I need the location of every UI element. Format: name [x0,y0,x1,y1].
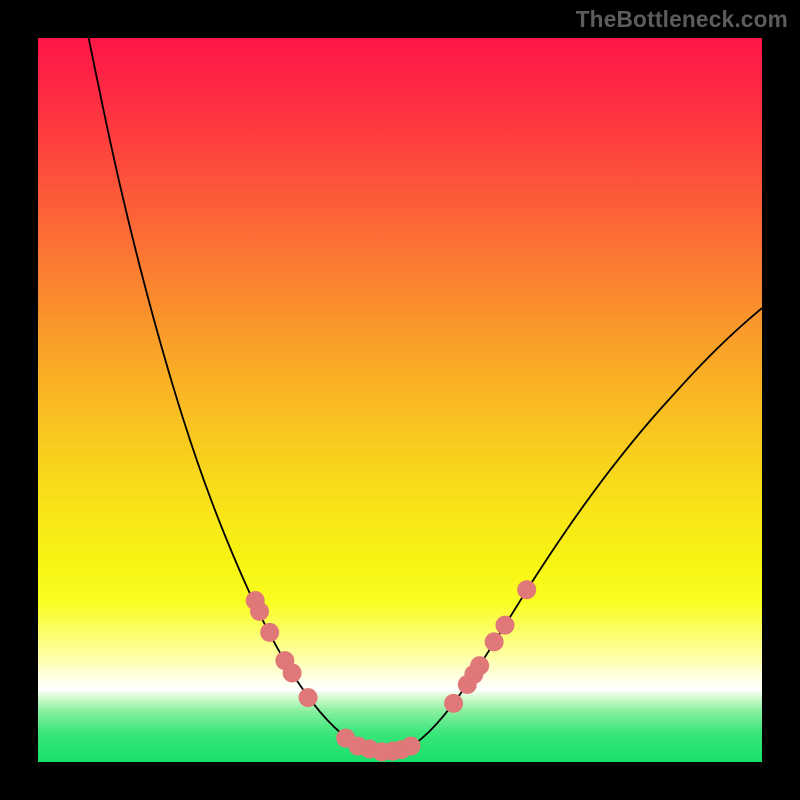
plot-area [38,38,762,762]
data-marker [495,616,514,635]
gradient-background [38,38,762,762]
bottleneck-curve-chart [38,38,762,762]
data-marker [283,663,302,682]
data-marker [260,623,279,642]
chart-frame: TheBottleneck.com [0,0,800,800]
data-marker [401,737,420,756]
data-marker [250,602,269,621]
data-marker [470,656,489,675]
data-marker [444,694,463,713]
data-marker [485,632,504,651]
data-marker [517,580,536,599]
data-marker [299,688,318,707]
watermark-text: TheBottleneck.com [576,6,788,33]
